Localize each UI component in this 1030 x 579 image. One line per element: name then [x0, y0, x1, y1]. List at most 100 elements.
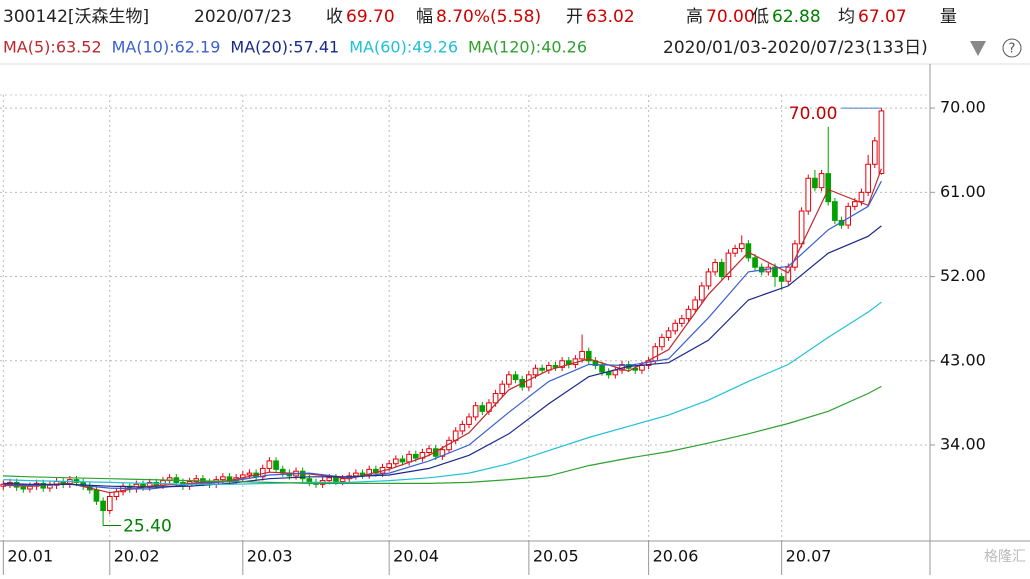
candle-body	[652, 346, 659, 362]
x-tick-label: 20.06	[653, 547, 699, 566]
help-mark: ?	[1009, 42, 1016, 57]
candle-body	[386, 463, 392, 468]
candle-body	[752, 257, 758, 268]
low-value: 62.88	[772, 7, 821, 27]
candle-body	[712, 262, 718, 273]
candle-body	[512, 374, 519, 381]
help-icon[interactable]	[1002, 38, 1022, 58]
annotation-label: 70.00	[789, 104, 838, 124]
dropdown-icon[interactable]	[970, 41, 986, 56]
legend-name: MA(10):	[112, 38, 175, 57]
candle-body	[679, 318, 685, 324]
open-value: 63.02	[586, 7, 635, 27]
candle-body	[160, 480, 166, 486]
candle-body	[745, 243, 752, 259]
candle-body	[426, 448, 432, 453]
candle-body	[373, 468, 379, 474]
candle-body	[845, 205, 852, 226]
candle-body	[333, 477, 339, 483]
candle-body	[792, 243, 798, 268]
watermark: 格隆汇	[984, 549, 1026, 565]
candle-body	[392, 458, 399, 465]
x-tick-label: 20.05	[533, 547, 579, 566]
y-tick-label: 52.00	[940, 266, 986, 285]
candle-body	[639, 364, 645, 371]
avg-value: 67.07	[858, 7, 907, 27]
candle-body	[20, 486, 27, 490]
candle-body	[479, 405, 486, 412]
ma-line	[3, 180, 882, 490]
candle-body	[818, 173, 825, 189]
candle-body	[220, 476, 226, 481]
candle-body	[506, 374, 512, 385]
candle-body	[718, 262, 725, 278]
candle-body	[692, 299, 698, 310]
candle-body	[106, 495, 113, 512]
ma-line	[3, 225, 882, 488]
candle-body	[326, 477, 333, 482]
legend-value: 49.26	[412, 38, 458, 57]
candle-body	[732, 247, 738, 254]
candle-body	[406, 453, 412, 463]
candle-body	[665, 330, 672, 338]
candle-body	[113, 491, 120, 497]
volume-label: 量	[940, 7, 957, 27]
candle-body	[599, 364, 605, 373]
candle-body	[339, 478, 346, 483]
candle-body	[472, 405, 479, 418]
candle-body	[353, 472, 359, 477]
ma-line	[3, 385, 882, 484]
candle-body	[499, 383, 506, 395]
candle-body	[47, 484, 53, 489]
candle-body	[93, 489, 100, 502]
candle-body	[273, 460, 279, 470]
candle-body	[858, 191, 865, 203]
candle-body	[725, 252, 732, 278]
candle-body	[698, 285, 705, 301]
candle-body	[559, 360, 565, 368]
candle-body	[100, 500, 106, 512]
legend-value: 62.19	[175, 38, 221, 57]
legend-value: 57.41	[293, 38, 339, 57]
candle-body	[466, 416, 472, 425]
candle-body	[579, 350, 585, 360]
legend-name: MA(20):	[230, 38, 293, 57]
candle-body	[865, 163, 871, 193]
candle-body	[412, 453, 419, 459]
avg-label: 均	[838, 7, 855, 27]
candle-body	[585, 350, 592, 362]
x-tick-label: 20.02	[114, 547, 160, 566]
candle-body	[825, 173, 832, 203]
close-label: 收	[326, 7, 343, 27]
candle-body	[672, 322, 679, 332]
x-tick-label: 20.07	[786, 547, 832, 566]
candle-body	[852, 201, 858, 207]
date: 2020/07/23	[194, 7, 292, 27]
ma-line	[3, 301, 882, 485]
high-label: 高	[686, 7, 703, 27]
change-value: 8.70%(5.58)	[436, 7, 541, 27]
high-value: 70.00	[706, 7, 755, 27]
candle-body	[832, 201, 838, 221]
legend-value: 40.26	[541, 38, 587, 57]
legend-value: 63.52	[56, 38, 102, 57]
y-tick-label: 34.00	[940, 435, 986, 454]
candle-body	[266, 460, 273, 469]
y-tick-label: 70.00	[940, 98, 986, 117]
candle-body	[552, 364, 559, 368]
candle-body	[532, 367, 539, 376]
candle-body	[299, 470, 306, 480]
candle-body	[778, 276, 785, 282]
candle-body	[492, 393, 499, 404]
candle-body	[659, 336, 665, 348]
candle-body	[685, 308, 692, 320]
x-tick-label: 20.03	[247, 547, 293, 566]
y-tick-label: 43.00	[940, 350, 986, 369]
legend-name: MA(120):	[468, 38, 541, 57]
candle-body	[246, 472, 253, 476]
candle-body	[772, 266, 778, 278]
y-tick-label: 61.00	[940, 182, 986, 201]
open-label: 开	[566, 7, 583, 27]
candle-body	[878, 110, 885, 174]
